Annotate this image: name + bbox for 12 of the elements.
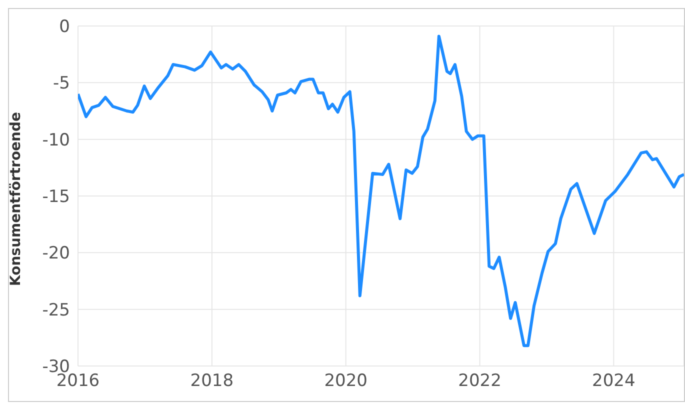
y-axis-title: Konsumentförtroende <box>8 112 24 286</box>
x-tick-label: 2024 <box>592 371 636 392</box>
line-series <box>78 34 684 348</box>
y-tick-label: -5 <box>53 74 70 94</box>
y-tick-label: -25 <box>42 300 70 320</box>
y-tick-label: -20 <box>42 244 70 264</box>
x-tick-label: 2020 <box>324 371 368 392</box>
y-tick-label: -15 <box>42 187 70 208</box>
x-tick-label: 2018 <box>190 371 234 392</box>
y-tick-label: 0 <box>59 17 70 38</box>
y-tick-label: -10 <box>42 130 70 150</box>
x-tick-label: 2022 <box>458 371 502 392</box>
